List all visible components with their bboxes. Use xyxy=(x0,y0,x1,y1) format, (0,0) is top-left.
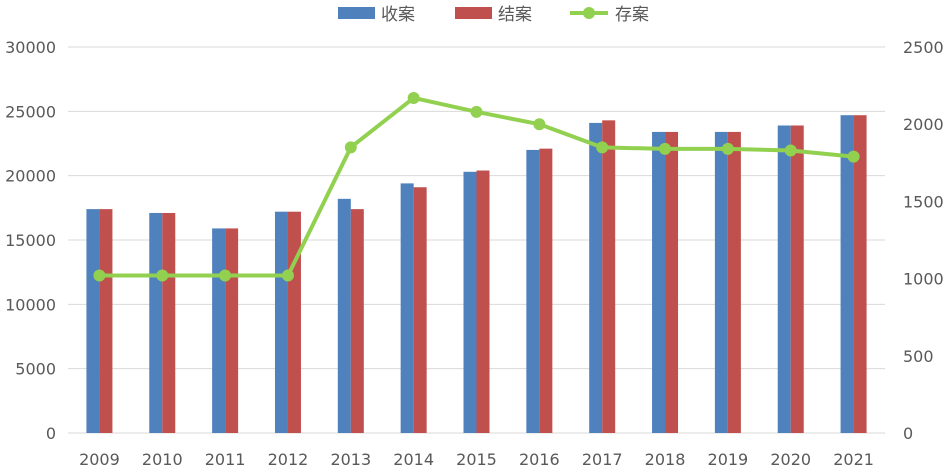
y-right-tick-label: 2500 xyxy=(903,38,944,57)
bar-received xyxy=(274,211,288,433)
line-point xyxy=(156,269,169,282)
bar-closed xyxy=(162,212,176,433)
x-tick-label: 2021 xyxy=(833,450,874,466)
bar-received xyxy=(777,125,791,433)
line-point xyxy=(596,141,609,154)
bar-closed xyxy=(99,209,113,433)
bar-closed xyxy=(350,209,364,433)
line-point xyxy=(219,269,232,282)
bar-received xyxy=(149,212,163,433)
y-left-tick-label: 5000 xyxy=(15,360,56,379)
bar-closed xyxy=(287,211,301,433)
bar-closed xyxy=(476,170,490,433)
line-point xyxy=(407,91,420,104)
y-right-tick-label: 1000 xyxy=(903,270,944,289)
y-right-tick-label: 1500 xyxy=(903,192,944,211)
bar-received xyxy=(840,115,854,434)
y-right-tick-label: 2000 xyxy=(903,115,944,134)
bar-closed xyxy=(727,131,741,434)
x-tick-label: 2012 xyxy=(268,450,309,466)
line-point xyxy=(659,142,672,155)
y-left-tick-label: 25000 xyxy=(5,102,56,121)
bar-closed xyxy=(413,187,427,433)
legend-label: 存案 xyxy=(615,5,649,25)
x-tick-label: 2018 xyxy=(645,450,686,466)
bar-received xyxy=(86,209,100,433)
x-tick-label: 2013 xyxy=(330,450,371,466)
x-tick-label: 2011 xyxy=(205,450,246,466)
legend-marker xyxy=(583,7,595,19)
y-left-tick-label: 15000 xyxy=(5,231,56,250)
bar-received xyxy=(400,183,414,433)
line-point xyxy=(721,142,734,155)
y-right-tick-label: 500 xyxy=(903,347,934,366)
x-tick-label: 2014 xyxy=(393,450,434,466)
legend-swatch xyxy=(338,7,375,19)
bar-closed xyxy=(665,131,679,434)
bar-closed xyxy=(225,228,239,433)
bar-received xyxy=(526,149,540,433)
y-right-tick-label: 0 xyxy=(903,424,913,443)
bar-received xyxy=(337,198,351,433)
y-left-tick-label: 10000 xyxy=(5,295,56,314)
bar-received xyxy=(212,228,226,433)
bar-closed xyxy=(602,120,616,433)
legend-label: 收案 xyxy=(381,5,415,25)
legend-swatch xyxy=(455,7,492,19)
bar-received xyxy=(714,131,728,434)
bar-received xyxy=(463,171,477,433)
legend: 收案 结案 存案 xyxy=(338,5,649,25)
x-tick-label: 2017 xyxy=(582,450,623,466)
line-point xyxy=(784,144,797,157)
x-tick-label: 2016 xyxy=(519,450,560,466)
bar-received xyxy=(652,131,666,434)
axes: 0 5000 10000 15000 20000 25000 30000 0 500 1000 15… xyxy=(5,38,944,469)
y-left-tick-label: 20000 xyxy=(5,167,56,186)
bar-closed xyxy=(790,125,804,433)
bar-closed xyxy=(539,148,553,433)
line-point xyxy=(533,118,546,131)
line-series-group xyxy=(93,91,860,282)
line-point xyxy=(344,141,357,154)
x-tick-label: 2015 xyxy=(456,450,497,466)
line-point xyxy=(93,269,106,282)
y-left-tick-label: 30000 xyxy=(5,38,56,57)
bar-closed xyxy=(853,115,867,434)
x-tick-label: 2019 xyxy=(708,450,749,466)
line-point xyxy=(470,105,483,118)
line-point xyxy=(847,150,860,163)
line-point xyxy=(281,269,294,282)
legend-label: 结案 xyxy=(498,5,532,25)
bar-received xyxy=(589,122,603,433)
x-tick-label: 2009 xyxy=(79,450,120,466)
x-tick-label: 2010 xyxy=(142,450,183,466)
y-left-tick-label: 0 xyxy=(46,424,56,443)
x-tick-label: 2020 xyxy=(770,450,811,466)
